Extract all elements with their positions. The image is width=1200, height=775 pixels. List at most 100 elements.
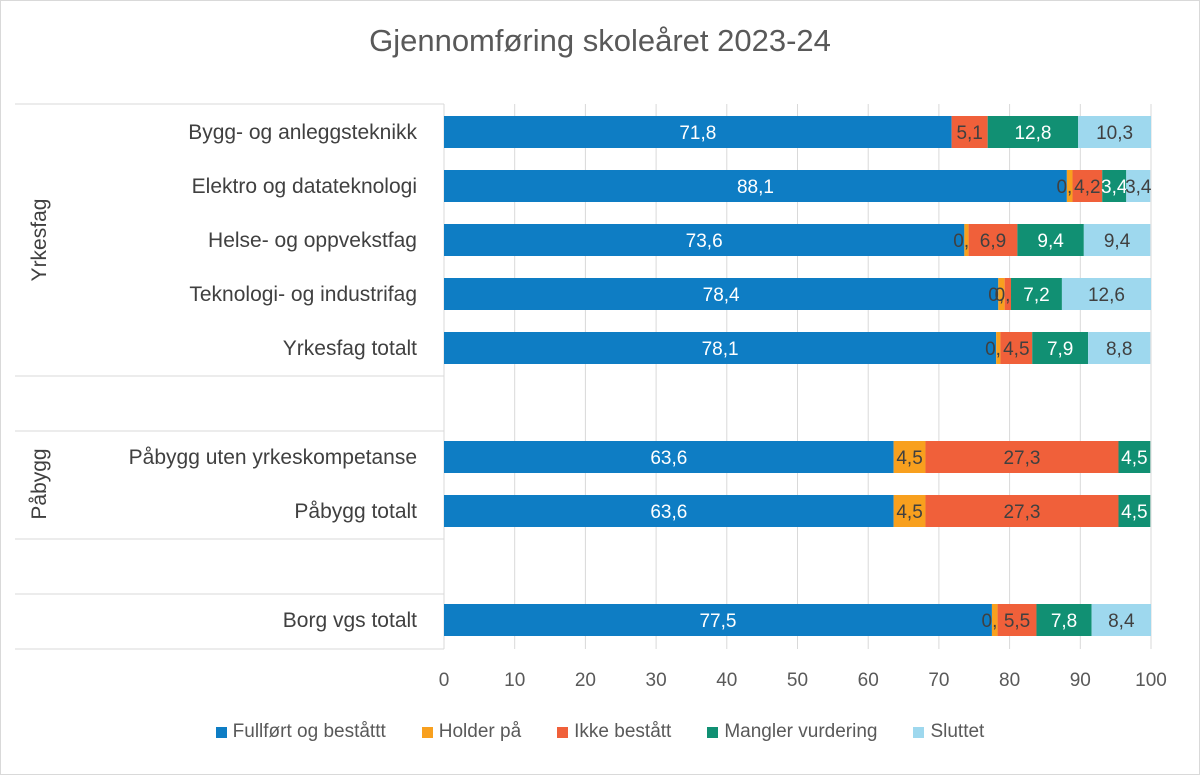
- group-label: Yrkesfag: [28, 199, 51, 282]
- bar-sluttet: [1088, 332, 1151, 364]
- bar-holder-på: [998, 278, 1005, 310]
- legend-swatch: [707, 726, 719, 738]
- data-label: 4,5: [1121, 502, 1147, 523]
- data-label: 3,4: [1125, 177, 1152, 198]
- x-tick-label: 10: [504, 670, 525, 691]
- bar-sluttet: [1126, 170, 1151, 202]
- x-tick-label: 40: [716, 670, 737, 691]
- data-label: 63,6: [650, 502, 687, 523]
- category-label: Påbygg uten yrkeskompetanse: [129, 446, 417, 469]
- bar-fullført-og-beståttt: [444, 332, 997, 364]
- data-label: 88,1: [737, 177, 774, 198]
- bar-holder-på: [991, 604, 998, 636]
- category-label: Helse- og oppvekstfag: [208, 229, 417, 252]
- bar-mangler-vurdering: [1036, 604, 1092, 636]
- bar-holder-på: [893, 495, 926, 527]
- chart-title: Gjennomføring skoleåret 2023-24: [369, 23, 831, 58]
- legend-label: Holder på: [438, 721, 522, 742]
- bar-holder-på: [1066, 170, 1073, 202]
- bar-sluttet: [1083, 224, 1151, 256]
- data-label: 4,5: [896, 502, 922, 523]
- bar-holder-på: [964, 224, 969, 256]
- bar-sluttet: [1091, 604, 1151, 636]
- category-label: Elektro og datateknologi: [192, 175, 417, 198]
- data-label: 5,5: [1004, 611, 1030, 632]
- data-label: 12,8: [1014, 123, 1051, 144]
- data-label: 27,3: [1003, 502, 1040, 523]
- category-label: Teknologi- og industrifag: [189, 283, 417, 306]
- data-label: 4,5: [1121, 448, 1147, 469]
- bar-fullført-og-beståttt: [444, 441, 894, 473]
- x-tick-label: 80: [999, 670, 1020, 691]
- legend-label: Ikke bestått: [574, 721, 672, 742]
- x-tick-label: 30: [646, 670, 667, 691]
- bar-mangler-vurdering: [1011, 278, 1062, 310]
- data-label: 78,1: [702, 339, 739, 360]
- data-label: 7,2: [1023, 285, 1049, 306]
- bar-mangler-vurdering: [1118, 495, 1151, 527]
- bar-ikke-bestått: [1004, 278, 1012, 310]
- data-label: 71,8: [679, 123, 716, 144]
- bar-ikke-bestått: [951, 116, 988, 148]
- data-label: 4,5: [1003, 339, 1029, 360]
- group-label: Påbygg: [28, 448, 51, 519]
- bar-fullført-og-beståttt: [444, 116, 952, 148]
- legend-swatch: [913, 726, 925, 738]
- bar-mangler-vurdering: [1032, 332, 1089, 364]
- bar-fullført-og-beståttt: [444, 170, 1067, 202]
- legend-label: Fullført og beståttt: [232, 721, 386, 742]
- bar-ikke-bestått: [997, 604, 1037, 636]
- bar-fullført-og-beståttt: [444, 604, 992, 636]
- data-label: 6,9: [980, 231, 1006, 252]
- bar-ikke-bestått: [1000, 332, 1033, 364]
- x-tick-label: 0: [439, 670, 450, 691]
- bar-ikke-bestått: [1072, 170, 1103, 202]
- legend-item: Fullført og beståttt: [215, 721, 386, 743]
- x-tick-label: 100: [1135, 670, 1167, 691]
- data-label: 12,6: [1088, 285, 1125, 306]
- data-label: 63,6: [650, 448, 687, 469]
- data-label: 27,3: [1003, 448, 1040, 469]
- legend-label: Sluttet: [930, 721, 985, 742]
- x-tick-label: 50: [787, 670, 808, 691]
- data-label: 8,8: [1106, 339, 1132, 360]
- data-label: 8,4: [1108, 611, 1135, 632]
- bar-mangler-vurdering: [1017, 224, 1084, 256]
- data-label: 9,4: [1037, 231, 1064, 252]
- data-label: 78,4: [703, 285, 740, 306]
- category-label: Yrkesfag totalt: [283, 337, 417, 360]
- bar-mangler-vurdering: [1102, 170, 1127, 202]
- legend-item: Ikke bestått: [557, 721, 671, 743]
- bar-fullført-og-beståttt: [444, 278, 999, 310]
- data-label: 9,4: [1104, 231, 1131, 252]
- category-label: Borg vgs totalt: [283, 609, 417, 632]
- legend-label: Mangler vurdering: [724, 721, 878, 742]
- bar-ikke-bestått: [925, 495, 1119, 527]
- x-tick-label: 70: [928, 670, 949, 691]
- legend-swatch: [421, 726, 433, 738]
- bar-ikke-bestått: [925, 441, 1119, 473]
- bar-mangler-vurdering: [987, 116, 1079, 148]
- legend-item: Sluttet: [913, 721, 984, 743]
- bar-fullført-og-beståttt: [444, 224, 965, 256]
- data-label: 3,4: [1101, 177, 1128, 198]
- x-tick-label: 20: [575, 670, 596, 691]
- data-label: 77,5: [699, 611, 736, 632]
- bar-ikke-bestått: [968, 224, 1018, 256]
- bar-sluttet: [1078, 116, 1151, 148]
- data-label: 7,8: [1051, 611, 1077, 632]
- bar-holder-på: [893, 441, 926, 473]
- category-label: Bygg- og anleggsteknikk: [188, 121, 417, 144]
- bar-mangler-vurdering: [1118, 441, 1151, 473]
- data-label: 10,3: [1096, 123, 1133, 144]
- bar-holder-på: [996, 332, 1001, 364]
- legend: Fullført og beståttt Holder på Ikke beståt…: [1, 721, 1199, 743]
- legend-swatch: [557, 726, 569, 738]
- data-label: 5,1: [956, 123, 982, 144]
- bar-fullført-og-beståttt: [444, 495, 894, 527]
- legend-item: Holder på: [421, 721, 522, 743]
- bar-sluttet: [1061, 278, 1151, 310]
- data-label: 4,5: [896, 448, 922, 469]
